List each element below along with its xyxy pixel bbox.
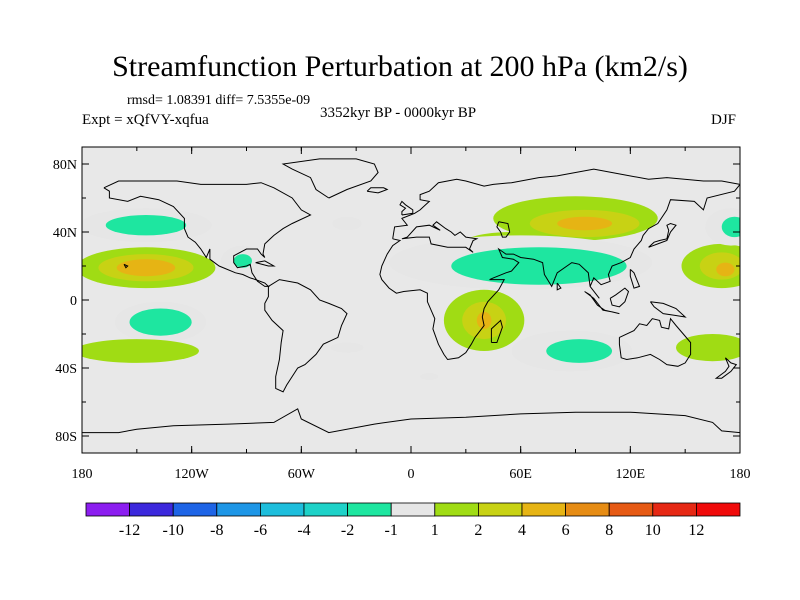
coastline-hawaii bbox=[123, 263, 129, 269]
lat-tick-label: 0 bbox=[70, 294, 77, 309]
colorbar-level-label: 10 bbox=[645, 522, 661, 539]
anomaly-region-14 bbox=[557, 216, 613, 231]
coastline-eurasia-africa bbox=[379, 168, 740, 361]
anomaly-region-20 bbox=[476, 311, 492, 329]
colorbar-swatch bbox=[696, 502, 741, 517]
colorbar-swatch bbox=[303, 502, 348, 517]
plot-title: Streamfunction Perturbation at 200 hPa (… bbox=[112, 50, 688, 83]
colorbar-swatch bbox=[565, 502, 610, 517]
lon-tick-label: 120E bbox=[616, 467, 646, 482]
coastline-australia bbox=[618, 317, 692, 367]
experiment-label: Expt = xQfVY-xqfua bbox=[82, 112, 209, 128]
lon-tick-label: 60E bbox=[509, 467, 532, 482]
anomaly-region-29 bbox=[420, 373, 439, 380]
coastline-borneo bbox=[609, 287, 630, 308]
colorbar-swatch bbox=[172, 502, 218, 517]
contour-fill-layer bbox=[82, 196, 740, 380]
coastline-uk bbox=[399, 200, 414, 216]
lon-tick-label: 0 bbox=[408, 467, 415, 482]
colorbar-swatch bbox=[608, 502, 654, 517]
colorbar: -12 -10 -8 -6 -4 -2 -1 1 2 4 6 8 10 12 bbox=[85, 502, 741, 539]
coastline-philippines bbox=[629, 269, 641, 289]
colorbar-swatch bbox=[434, 502, 479, 517]
lon-tick-label: 60W bbox=[288, 467, 316, 482]
colorbar-level-label: -2 bbox=[341, 522, 354, 539]
coastline-new-zealand bbox=[714, 357, 738, 379]
lon-tick-label: 180 bbox=[72, 467, 93, 482]
colorbar-swatch bbox=[521, 502, 566, 517]
colorbar-swatch bbox=[347, 502, 392, 517]
anomaly-region-26 bbox=[716, 262, 735, 277]
period-label: 3352kyr BP - 0000kyr BP bbox=[320, 105, 477, 121]
colorbar-level-label: 1 bbox=[431, 522, 439, 539]
coastline-japan bbox=[648, 222, 677, 248]
coastline-iceland bbox=[366, 187, 389, 194]
lon-tick-label: 180 bbox=[730, 467, 751, 482]
colorbar-level-label: 2 bbox=[474, 522, 482, 539]
coastline-cuba bbox=[255, 260, 276, 267]
colorbar-level-label: 8 bbox=[605, 522, 613, 539]
lat-tick-label: 40S bbox=[55, 362, 77, 377]
coastline-madagascar bbox=[490, 319, 503, 343]
coastline-indonesia bbox=[584, 291, 620, 315]
anomaly-region-28 bbox=[721, 216, 740, 238]
lat-tick-label: 80N bbox=[53, 158, 77, 173]
colorbar-swatch bbox=[259, 502, 305, 517]
lat-tick-label: 40N bbox=[53, 226, 77, 241]
colorbar-swatch bbox=[85, 502, 130, 517]
anomaly-region-1 bbox=[105, 215, 187, 236]
anomaly-region-4 bbox=[116, 259, 176, 277]
map-panel: 180 120W 60W 0 60E 120E 180 80N 40N 0 40S 80S bbox=[53, 146, 751, 482]
colorbar-level-label: -10 bbox=[163, 522, 184, 539]
colorbar-level-label: -8 bbox=[210, 522, 223, 539]
coastline-antarctica bbox=[82, 408, 740, 434]
colorbar-level-label: -1 bbox=[385, 522, 398, 539]
latitude-axis: 80N 40N 0 40S 80S bbox=[53, 158, 740, 445]
coastline-north-america bbox=[103, 180, 312, 287]
anomaly-region-7 bbox=[332, 216, 362, 231]
stats-label: rmsd= 1.08391 diff= 7.5355e-09 bbox=[127, 93, 311, 108]
coastline-greenland bbox=[281, 158, 379, 199]
longitude-axis: 180 120W 60W 0 60E 120E 180 bbox=[72, 147, 751, 482]
colorbar-swatch bbox=[129, 502, 174, 517]
colorbar-swatch bbox=[652, 502, 697, 517]
coastline-layer bbox=[82, 158, 740, 434]
colorbar-level-label: 4 bbox=[518, 522, 526, 539]
colorbar-level-label: 12 bbox=[688, 522, 704, 539]
colorbar-level-label: -12 bbox=[119, 522, 140, 539]
anomaly-region-17 bbox=[451, 247, 627, 285]
lat-tick-label: 80S bbox=[55, 430, 77, 445]
colorbar-level-label: -6 bbox=[254, 522, 267, 539]
anomaly-region-10 bbox=[82, 339, 199, 363]
colorbar-swatch bbox=[477, 502, 523, 517]
anomaly-region-6 bbox=[233, 254, 252, 268]
coastline-new-guinea bbox=[649, 301, 687, 318]
colorbar-level-label: 6 bbox=[562, 522, 570, 539]
lon-tick-label: 120W bbox=[175, 467, 210, 482]
coastline-sri-lanka bbox=[556, 282, 562, 291]
season-label: DJF bbox=[711, 112, 737, 128]
anomaly-region-11 bbox=[330, 342, 364, 353]
anomaly-region-9 bbox=[129, 308, 192, 336]
coastline-south-america bbox=[264, 279, 348, 393]
colorbar-level-label: -4 bbox=[297, 522, 310, 539]
colorbar-swatch bbox=[216, 502, 261, 517]
coastline-red-sea-med bbox=[401, 221, 479, 253]
coastline-caspian bbox=[496, 221, 511, 238]
colorbar-swatch bbox=[390, 502, 436, 517]
anomaly-region-23 bbox=[676, 334, 740, 362]
anomaly-region-22 bbox=[546, 339, 613, 363]
map-background bbox=[82, 147, 740, 453]
